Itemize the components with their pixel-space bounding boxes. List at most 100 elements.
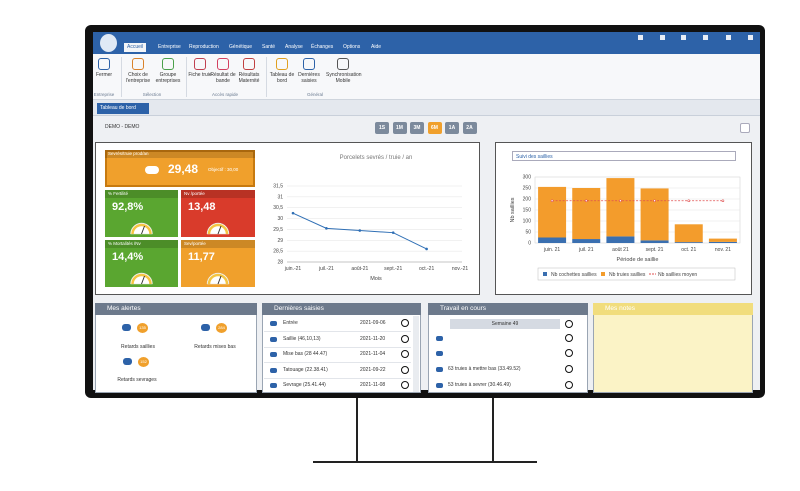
row-icon [436, 336, 443, 341]
row-button[interactable] [565, 380, 573, 389]
refresh-button[interactable] [740, 123, 750, 133]
menu-item[interactable]: Accueil [124, 43, 147, 52]
tab[interactable]: Tableau de bord [97, 103, 149, 114]
row-date: 2021-11-20 [360, 335, 386, 342]
ribbon [93, 54, 760, 100]
row-button[interactable] [565, 334, 573, 342]
row-icon [270, 367, 277, 373]
recent-panel [262, 303, 421, 393]
window-button[interactable] [638, 35, 643, 40]
menu-item[interactable]: Aide [371, 44, 382, 50]
row-button[interactable] [401, 381, 409, 389]
row-icon [270, 336, 277, 342]
ribbon-button-label[interactable]: Groupe entreprises [155, 72, 181, 84]
ribbon-group-label: Sélection [142, 92, 162, 97]
period-button[interactable]: 1S [375, 122, 389, 134]
menu-item[interactable]: Santé [262, 44, 276, 50]
ribbon-button-label[interactable]: Dernières saisies [298, 72, 320, 84]
ribbon-icon[interactable] [337, 58, 349, 70]
alert-label[interactable]: Retards mises bas [194, 344, 236, 350]
period-button[interactable]: 3M [410, 122, 424, 134]
ribbon-icon[interactable] [243, 58, 255, 70]
kpi-header [105, 240, 178, 248]
ribbon-icon[interactable] [303, 58, 315, 70]
row-button[interactable] [565, 365, 573, 373]
ribbon-button-label[interactable]: Tableau de bord [269, 72, 295, 84]
ribbon-button-label[interactable]: Fiche truie [188, 72, 212, 78]
period-button[interactable]: 6M [427, 122, 442, 134]
kpi-value: 29,48 [168, 162, 199, 176]
ribbon-button-label[interactable]: Synchronisation Mobile [326, 72, 362, 84]
alert-badge: 135 [137, 323, 148, 333]
kpi-header [181, 240, 255, 248]
kpi-value: 11,77 [188, 251, 215, 263]
ribbon-separator [266, 57, 267, 97]
window-button[interactable] [703, 35, 708, 40]
row-date: 2021-11-08 [360, 382, 386, 388]
menu-item[interactable]: Reproduction [189, 44, 219, 50]
row-button[interactable] [401, 334, 409, 343]
row-label: Saillie (46,10,13) [283, 335, 321, 342]
alert-badge: 284 [216, 323, 227, 333]
ribbon-icon[interactable] [162, 58, 174, 70]
ribbon-button-label[interactable]: Résultats Maternité [238, 72, 260, 84]
kpi-value: 14,4% [112, 251, 144, 263]
ribbon-group-label: Entreprise [93, 92, 115, 97]
period-button[interactable]: 1A [445, 122, 459, 134]
window-button[interactable] [726, 35, 731, 40]
window-button[interactable] [748, 35, 753, 40]
period-button[interactable]: 2A [462, 122, 477, 134]
row-icon [270, 383, 277, 388]
alert-icon [122, 324, 131, 331]
row-label: Entrée [283, 320, 298, 326]
ribbon-icon[interactable] [194, 58, 206, 70]
window-button[interactable] [681, 35, 686, 40]
kpi-label: Nv /portée [184, 191, 205, 196]
kpi-label: % Fertilité [108, 191, 129, 196]
work-panel [428, 303, 588, 393]
ribbon-icon[interactable] [276, 58, 288, 70]
menu-item[interactable]: Entreprise [158, 44, 181, 50]
row-label: Sevrage (25.41.44) [283, 382, 326, 388]
row-button[interactable] [401, 350, 409, 358]
menu-item[interactable]: Échanges [311, 44, 334, 50]
menu-item[interactable]: Options [343, 44, 361, 50]
row-date: 2021-11-04 [360, 351, 386, 357]
row-button[interactable] [401, 365, 409, 374]
row-date: 2021-09-06 [360, 320, 386, 326]
pig-icon [145, 166, 159, 174]
row-label: Tatouage (22.38.41) [283, 366, 328, 373]
row-divider [264, 362, 411, 363]
row-icon [270, 321, 277, 326]
ribbon-button-label[interactable]: Fermer [95, 72, 113, 78]
alert-badge: 152 [138, 357, 149, 367]
menu-item[interactable]: Génétique [229, 44, 253, 50]
row-divider [264, 377, 411, 379]
tab-bar [93, 100, 760, 116]
row-button[interactable] [565, 320, 573, 328]
row-icon [436, 351, 443, 356]
row-icon [436, 367, 443, 372]
row-icon [436, 382, 443, 388]
recent-panel-header: Dernières saisies [262, 303, 421, 315]
row-button[interactable] [565, 349, 573, 357]
logo [100, 34, 117, 52]
row-button[interactable] [401, 319, 409, 327]
alert-label[interactable]: Retards saillies [121, 344, 155, 350]
ribbon-button-label[interactable]: Choix de l'entreprise [125, 72, 151, 84]
ribbon-icon[interactable] [98, 58, 110, 70]
kpi-header [181, 190, 255, 198]
title-bar [93, 32, 760, 54]
alert-label[interactable]: Retards sevrages [117, 377, 157, 383]
ribbon-separator [121, 57, 122, 97]
chart-selector[interactable]: Suivi des saillies [512, 151, 736, 161]
window-button[interactable] [660, 35, 665, 40]
menu-item[interactable]: Analyse [285, 44, 303, 50]
ribbon-icon[interactable] [132, 58, 144, 70]
alert-icon [123, 358, 132, 365]
period-button[interactable]: 1M [392, 122, 407, 134]
ribbon-icon[interactable] [217, 58, 229, 70]
farm-label: DEMO - DEMO [105, 124, 140, 130]
ribbon-button-label[interactable]: Résultat de bande [210, 72, 236, 84]
